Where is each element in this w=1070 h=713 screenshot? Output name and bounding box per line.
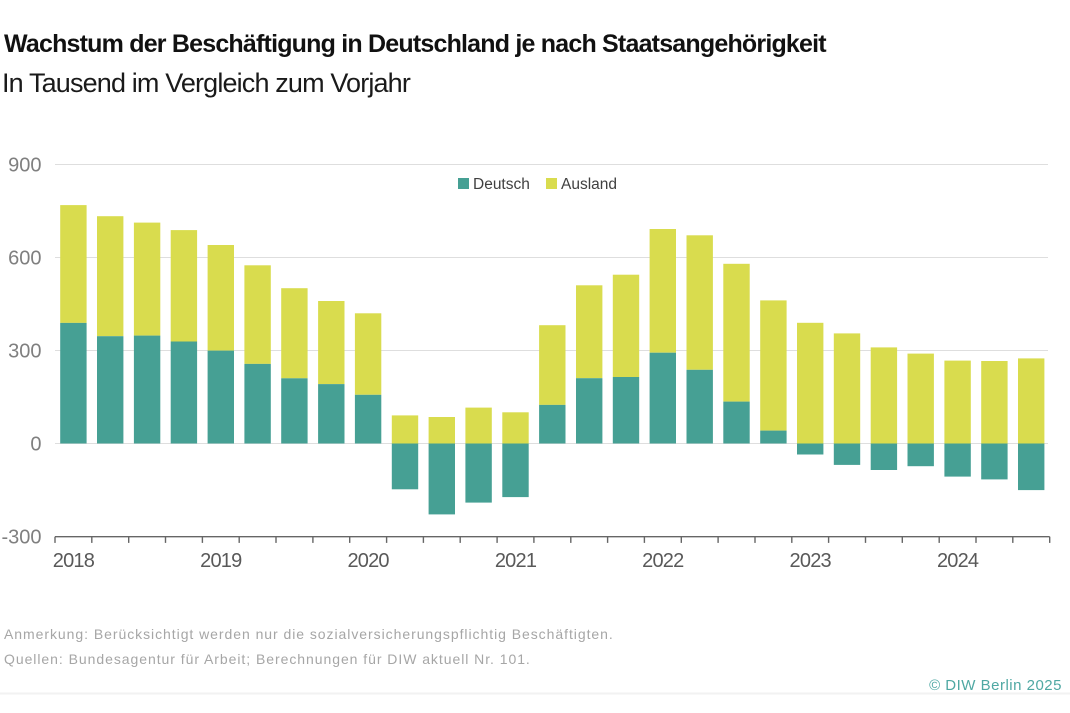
svg-text:0: 0 xyxy=(30,434,41,456)
svg-text:Ausland: Ausland xyxy=(561,176,617,193)
svg-text:2018: 2018 xyxy=(53,550,95,572)
svg-text:2022: 2022 xyxy=(642,550,684,572)
svg-text:900: 900 xyxy=(8,155,41,177)
svg-text:2020: 2020 xyxy=(347,550,389,572)
svg-text:2021: 2021 xyxy=(495,550,537,572)
svg-text:2024: 2024 xyxy=(937,550,979,572)
svg-text:Deutsch: Deutsch xyxy=(473,176,530,193)
svg-text:2019: 2019 xyxy=(200,550,242,572)
svg-text:300: 300 xyxy=(8,341,41,363)
svg-text:600: 600 xyxy=(8,248,41,270)
svg-text:-300: -300 xyxy=(1,527,41,549)
svg-text:2023: 2023 xyxy=(790,550,832,572)
